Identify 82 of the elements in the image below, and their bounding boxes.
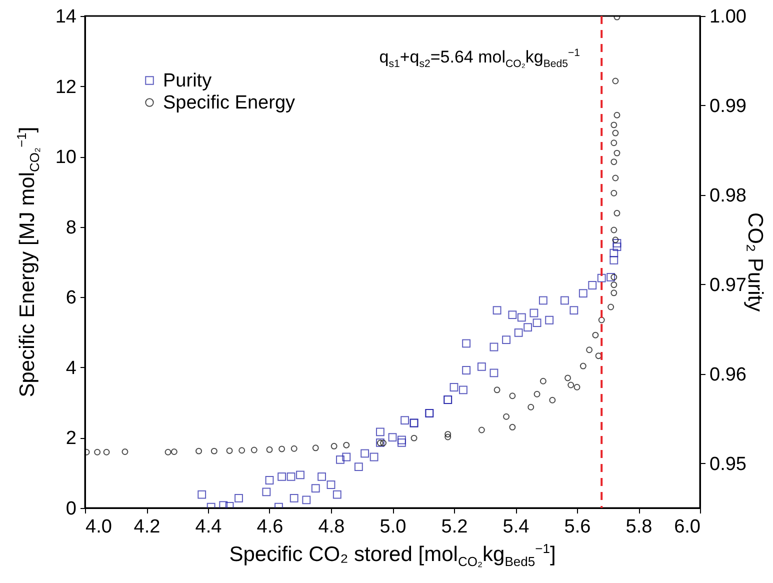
point (380, 440, 387, 446)
x-tick-label: 6.0 (674, 516, 700, 538)
point (610, 274, 618, 280)
point (94, 448, 101, 456)
point (608, 304, 614, 310)
point (410, 434, 418, 442)
point (164, 448, 172, 456)
point (549, 396, 556, 404)
y-tick-label: 0 (66, 498, 76, 520)
y2-tick-label: 0.98 (710, 185, 746, 206)
point (343, 442, 350, 448)
x-tick-label: 4.2 (134, 516, 160, 538)
x-tick-label: 4.8 (318, 516, 345, 538)
point (509, 424, 516, 430)
point (612, 130, 619, 136)
point (122, 448, 128, 456)
y2-axis-title: CO₂ Purity (744, 212, 766, 312)
point (290, 445, 298, 452)
point (610, 140, 618, 146)
y-tick-label: 6 (66, 288, 76, 309)
point (444, 430, 452, 438)
y2-tick-label: 0.96 (710, 364, 746, 386)
point (614, 112, 620, 118)
point (478, 426, 485, 434)
point (250, 446, 258, 454)
y2-tick-label: 0.97 (710, 274, 746, 296)
x-tick-label: 4.6 (256, 516, 284, 538)
point (266, 446, 273, 453)
point (610, 226, 618, 234)
y-tick-label: 10 (55, 147, 76, 168)
point (614, 150, 620, 156)
y2-tick-label: 1.00 (710, 6, 746, 28)
point (312, 444, 319, 452)
point (170, 448, 178, 456)
point (509, 392, 516, 400)
point (586, 346, 593, 354)
y2-tick-label: 0.99 (710, 96, 746, 117)
point (494, 386, 500, 394)
x-tick-label: 5.6 (564, 516, 591, 538)
y-tick-label: 2 (66, 428, 76, 450)
point (330, 442, 338, 450)
point (610, 158, 618, 166)
x-tick-label: 4.4 (195, 516, 222, 538)
y-tick-label: 4 (66, 358, 77, 379)
point (614, 210, 620, 216)
point (580, 362, 586, 370)
x-tick-label: 5.2 (441, 516, 468, 538)
point (612, 174, 619, 182)
x-tick-label: 5.0 (380, 516, 406, 538)
point (568, 382, 574, 388)
point (592, 332, 599, 338)
point (610, 122, 618, 128)
point (564, 374, 572, 382)
point (574, 384, 580, 390)
y-tick-label: 14 (55, 6, 77, 28)
point (540, 378, 546, 384)
y-tick-label: 8 (66, 217, 76, 238)
point (103, 448, 110, 456)
point (503, 413, 510, 420)
x-tick-label: 4.0 (86, 516, 112, 538)
point (210, 448, 218, 454)
point (278, 446, 286, 452)
point (444, 434, 452, 440)
point (226, 447, 233, 454)
y2-tick-label: 0.95 (710, 454, 746, 475)
y-tick-label: 12 (55, 76, 76, 98)
point (238, 447, 246, 454)
point (610, 282, 618, 288)
point (610, 190, 618, 196)
legend-label: Purity (163, 70, 212, 92)
point (610, 290, 618, 296)
legend-label: Specific Energy (163, 92, 296, 114)
point (528, 404, 534, 410)
point (595, 352, 602, 360)
point (598, 316, 605, 324)
x-tick-label: 5.8 (626, 516, 652, 538)
point (612, 78, 619, 84)
point (534, 390, 540, 398)
x-tick-label: 5.4 (502, 516, 530, 538)
point (196, 448, 202, 454)
x-axis-title: Specific CO₂ stored [mol$_{CO₂}$kg$_{Bed5}$$^{−1}$] (229, 540, 556, 570)
point (612, 236, 619, 244)
